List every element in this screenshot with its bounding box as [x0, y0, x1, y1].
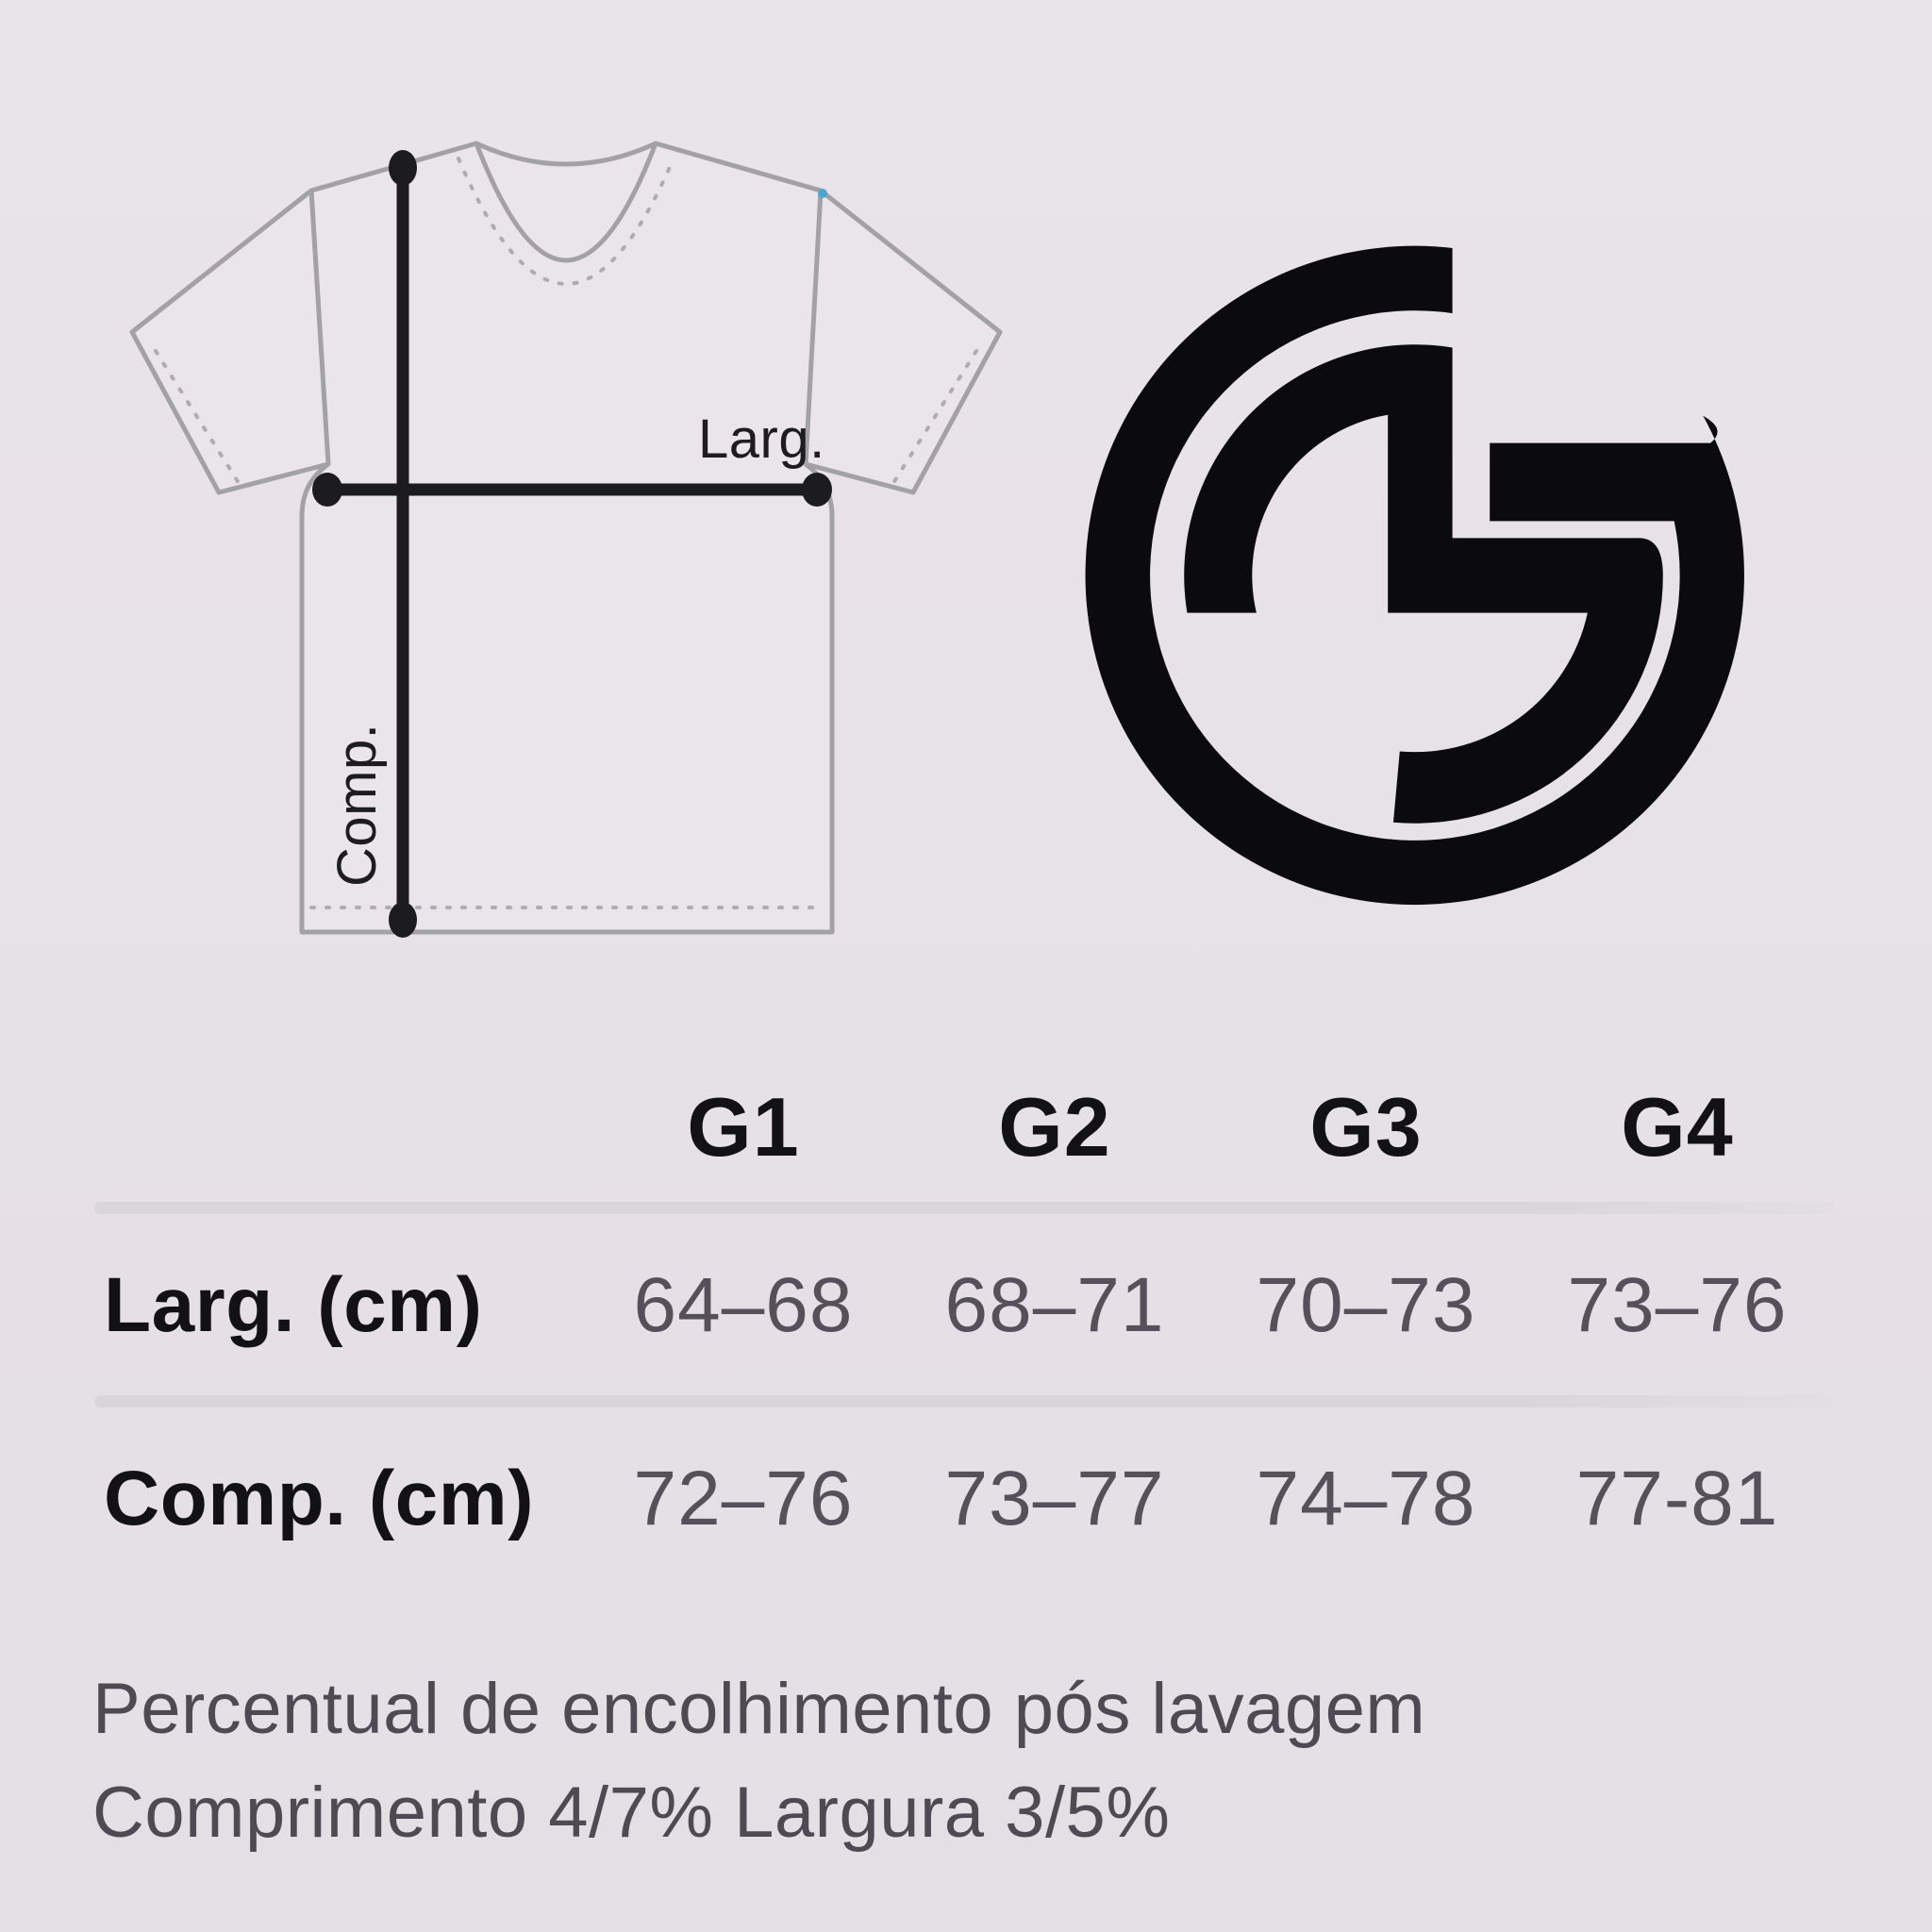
size-column-g2: G2 — [998, 1080, 1111, 1174]
row-label-length: Comp. (cm) — [104, 1456, 534, 1541]
width-value-g1: 64–68 — [633, 1262, 854, 1348]
length-value-g1: 72–76 — [633, 1456, 854, 1541]
width-value-g3: 70–73 — [1256, 1262, 1476, 1348]
width-value-g4: 73–76 — [1567, 1262, 1788, 1348]
tshirt-seam-left — [308, 190, 331, 465]
row-label-width: Larg. (cm) — [104, 1262, 483, 1348]
tshirt-seam-right — [803, 190, 824, 465]
size-table-header-row: G1 G2 G3 G4 — [94, 1075, 1835, 1179]
size-table: G1 G2 G3 G4 Larg. (cm) 64–68 68–71 70–73… — [94, 1075, 1835, 1570]
table-row-length: Comp. (cm) 72–76 73–77 74–78 77-81 — [94, 1428, 1835, 1570]
sleeve-stitching-right — [891, 349, 978, 485]
size-column-g1: G1 — [687, 1080, 800, 1174]
length-value-g2: 73–77 — [944, 1456, 1165, 1541]
length-measure-dot-bottom — [389, 902, 417, 938]
length-value-g3: 74–78 — [1256, 1456, 1476, 1541]
shoulder-marker-dot — [818, 189, 827, 198]
tshirt-collar — [474, 142, 658, 263]
length-measure-dot-top — [389, 150, 417, 186]
width-measure-dot-right — [802, 473, 832, 507]
width-value-g2: 68–71 — [944, 1262, 1165, 1348]
shrinkage-note-line1: Percentual de encolhimento pós lavagem — [92, 1669, 1426, 1749]
tshirt-diagram — [129, 141, 1003, 935]
width-label: Larg. — [698, 408, 825, 470]
brand-logo-icon — [1085, 245, 1744, 906]
size-column-g4: G4 — [1621, 1080, 1734, 1174]
length-label: Comp. — [326, 723, 388, 887]
shrinkage-note-line2: Comprimento 4/7% Largura 3/5% — [92, 1773, 1171, 1853]
width-measure-dot-left — [312, 473, 342, 507]
length-value-g4: 77-81 — [1575, 1456, 1779, 1541]
size-column-g3: G3 — [1309, 1080, 1423, 1174]
table-row-width: Larg. (cm) 64–68 68–71 70–73 73–76 — [94, 1235, 1835, 1376]
table-divider — [94, 1202, 1835, 1214]
table-divider — [94, 1395, 1835, 1407]
measurement-lines — [312, 150, 832, 938]
logo-inner-glyph — [1184, 344, 1663, 824]
sleeve-stitching-left — [154, 349, 241, 485]
